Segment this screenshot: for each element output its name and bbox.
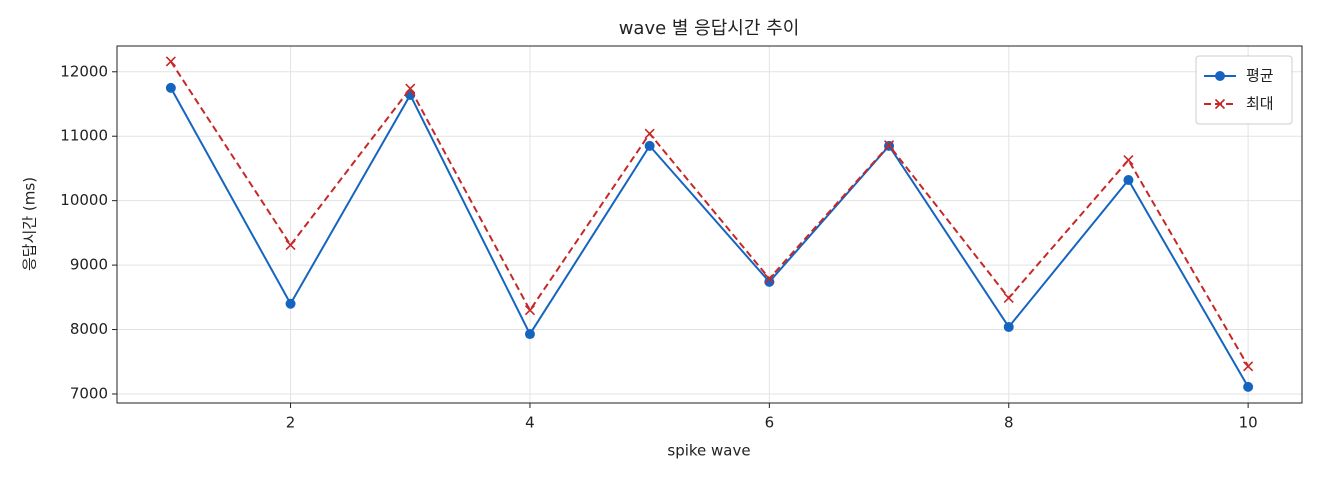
x-tick-label: 10	[1239, 414, 1258, 432]
marker	[165, 82, 176, 93]
series-line	[169, 87, 1250, 388]
legend-box	[1195, 55, 1293, 125]
marker	[285, 240, 296, 251]
marker	[644, 128, 655, 139]
y-tick-label: 12000	[60, 62, 108, 80]
marker	[764, 273, 775, 284]
marker	[644, 140, 655, 151]
x-tick-label: 4	[525, 414, 535, 432]
marker	[1243, 381, 1254, 392]
legend-label: 최대	[1246, 95, 1274, 113]
y-tick-label: 8000	[70, 320, 108, 338]
y-axis-label: 응답시간 (ms)	[21, 177, 39, 271]
marker	[764, 276, 775, 287]
marker	[285, 298, 296, 309]
marker	[405, 83, 416, 94]
marker	[1123, 154, 1134, 166]
y-tick-label: 10000	[60, 191, 108, 209]
marker	[165, 56, 176, 67]
marker	[1123, 175, 1134, 186]
plot-frame	[116, 45, 1303, 404]
legend-label: 평균	[1246, 67, 1274, 85]
y-tick-label: 11000	[60, 127, 108, 145]
marker	[1214, 98, 1226, 110]
marker	[524, 329, 535, 340]
marker	[1003, 292, 1014, 304]
x-tick-label: 6	[765, 414, 775, 432]
y-tick-label: 9000	[70, 256, 108, 274]
marker	[524, 305, 536, 316]
marker	[1243, 361, 1254, 372]
marker	[1003, 321, 1014, 332]
chart-title: wave 별 응답시간 추이	[619, 18, 800, 39]
x-axis-label: spike wave	[667, 442, 750, 460]
y-tick-label: 7000	[70, 384, 108, 402]
marker	[1215, 71, 1225, 81]
series-line	[170, 60, 1250, 367]
marker	[883, 140, 895, 151]
x-tick-label: 2	[286, 414, 296, 432]
x-tick-label: 8	[1004, 414, 1014, 432]
